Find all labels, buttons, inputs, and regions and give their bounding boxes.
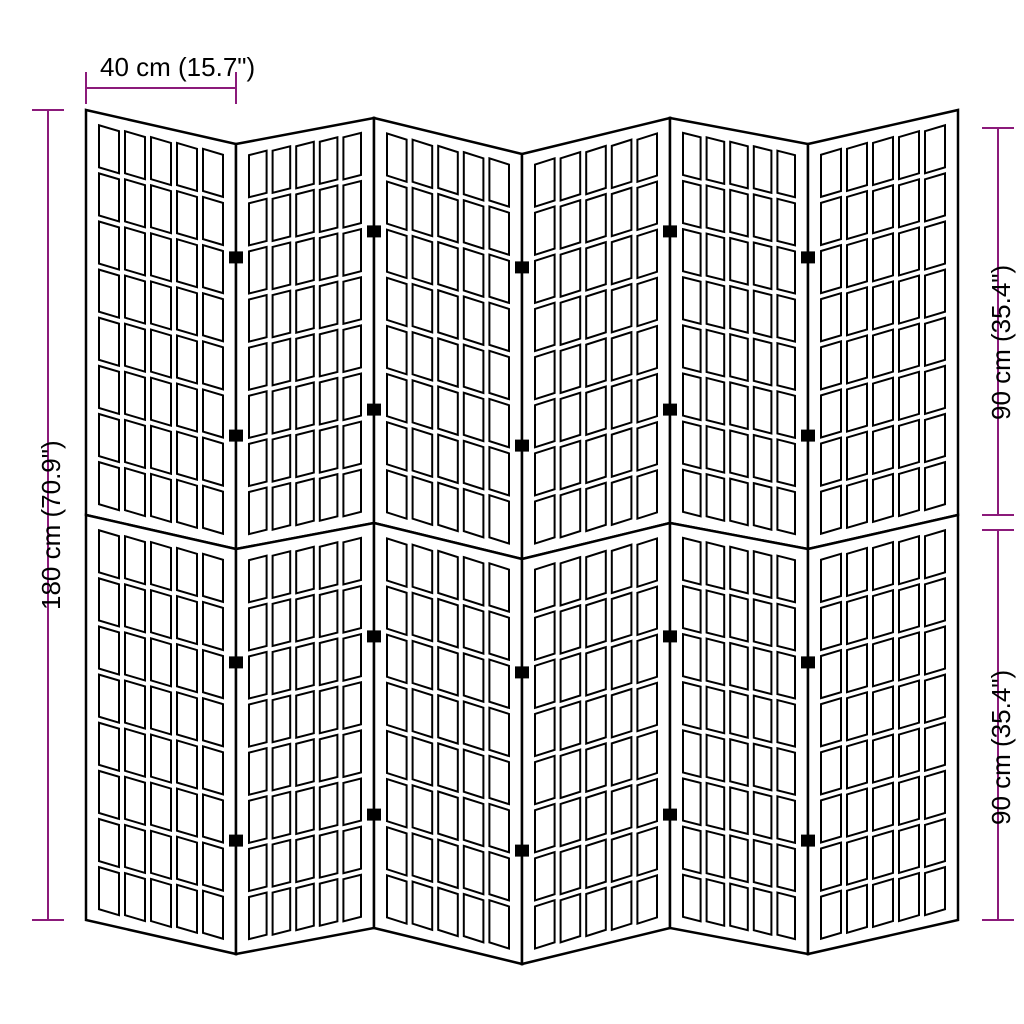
hinge: [515, 261, 529, 273]
hinge: [801, 251, 815, 263]
diagram-stage: 40 cm (15.7") 180 cm (70.9") 90 cm (35.4…: [0, 0, 1024, 1024]
dim-label-left: 180 cm (70.9"): [36, 440, 67, 610]
hinge: [663, 225, 677, 237]
dim-label-right-upper: 90 cm (35.4"): [986, 265, 1017, 420]
diagram-svg: [0, 0, 1024, 1024]
hinge: [663, 809, 677, 821]
hinge: [229, 656, 243, 668]
hinge: [801, 656, 815, 668]
hinge: [663, 404, 677, 416]
hinge: [367, 809, 381, 821]
dim-label-top: 40 cm (15.7"): [100, 52, 255, 83]
hinge: [229, 251, 243, 263]
hinge: [367, 404, 381, 416]
hinge: [229, 835, 243, 847]
hinge: [367, 225, 381, 237]
hinge: [801, 430, 815, 442]
hinge: [515, 666, 529, 678]
hinge: [515, 440, 529, 452]
dim-label-right-lower: 90 cm (35.4"): [986, 670, 1017, 825]
hinge: [663, 630, 677, 642]
hinge: [229, 430, 243, 442]
hinge: [801, 835, 815, 847]
hinge: [515, 845, 529, 857]
hinge: [367, 630, 381, 642]
